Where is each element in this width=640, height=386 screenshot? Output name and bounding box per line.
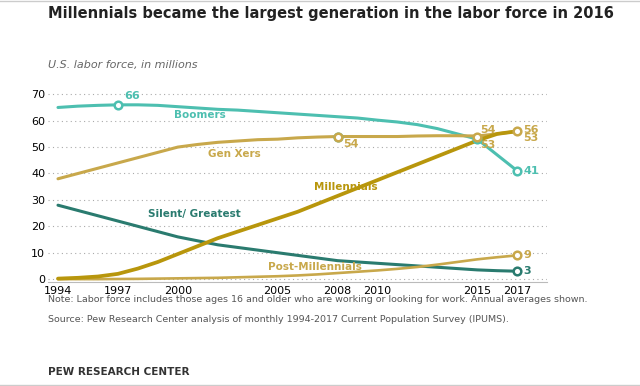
Text: 9: 9 bbox=[524, 251, 531, 261]
Text: Silent/ Greatest: Silent/ Greatest bbox=[148, 210, 241, 219]
Text: 66: 66 bbox=[124, 91, 140, 101]
Text: Source: Pew Research Center analysis of monthly 1994-2017 Current Population Sur: Source: Pew Research Center analysis of … bbox=[48, 315, 509, 323]
Text: 53: 53 bbox=[480, 141, 495, 151]
Text: PEW RESEARCH CENTER: PEW RESEARCH CENTER bbox=[48, 367, 189, 377]
Text: 56: 56 bbox=[524, 125, 539, 135]
Text: Millennials: Millennials bbox=[314, 182, 377, 192]
Text: 41: 41 bbox=[524, 166, 539, 176]
Text: Boomers: Boomers bbox=[174, 110, 225, 120]
Text: 3: 3 bbox=[524, 266, 531, 276]
Text: Millennials became the largest generation in the labor force in 2016: Millennials became the largest generatio… bbox=[48, 6, 614, 21]
Text: U.S. labor force, in millions: U.S. labor force, in millions bbox=[48, 60, 198, 70]
Text: Note: Labor force includes those ages 16 and older who are working or looking fo: Note: Labor force includes those ages 16… bbox=[48, 295, 588, 304]
Text: 54: 54 bbox=[344, 139, 359, 149]
Text: Post-Millennials: Post-Millennials bbox=[268, 262, 362, 272]
Text: Gen Xers: Gen Xers bbox=[208, 149, 260, 159]
Text: 53: 53 bbox=[524, 133, 538, 143]
Text: 54: 54 bbox=[480, 125, 496, 135]
